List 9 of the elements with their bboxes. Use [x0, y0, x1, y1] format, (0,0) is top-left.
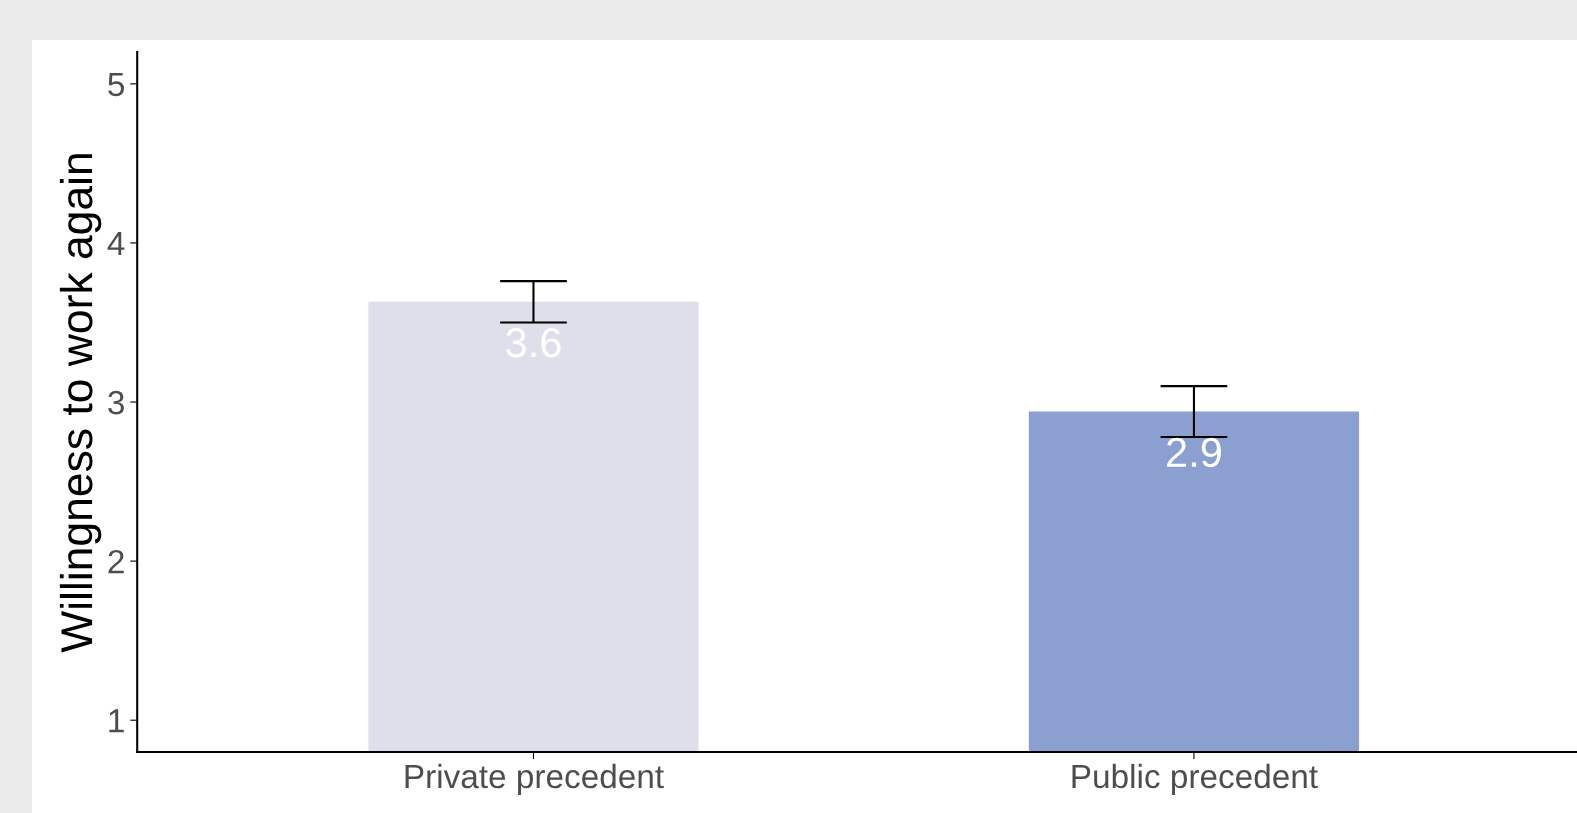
y-tick-label: 3 [108, 390, 124, 415]
y-tick-label: 4 [107, 232, 125, 256]
y-tick-label: 5 [108, 73, 124, 97]
y-tick-label: 2 [108, 549, 124, 574]
x-tick-label: Private precedent [405, 763, 664, 795]
data-label: 2.9 [1167, 437, 1221, 468]
y-axis-title: Willingness to work again [59, 154, 102, 653]
y-tick-label: 1 [109, 709, 124, 733]
x-tick-label: Public precedent [1072, 763, 1318, 795]
